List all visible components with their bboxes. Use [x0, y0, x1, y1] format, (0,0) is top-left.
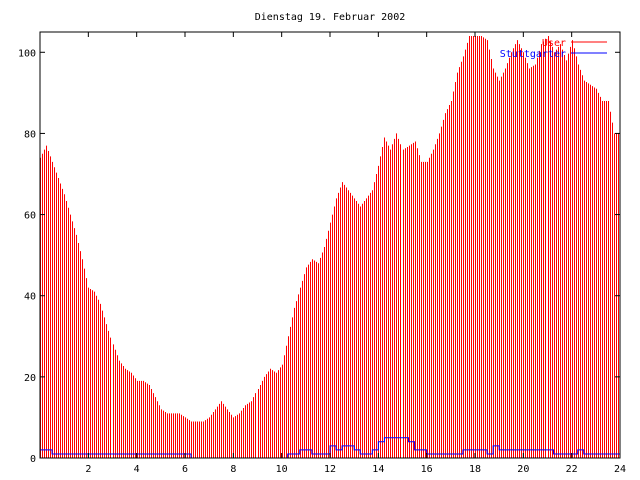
y-tick-label: 80	[24, 129, 36, 140]
x-tick-label: 12	[324, 464, 336, 475]
x-tick-label: 4	[134, 464, 140, 475]
legend-label-stuttgarter: Stuttgarter	[500, 49, 566, 60]
x-tick-label: 20	[517, 464, 529, 475]
x-tick-label: 22	[566, 464, 578, 475]
x-tick-label: 8	[230, 464, 236, 475]
y-tick-label: 20	[24, 373, 36, 384]
y-tick-label: 100	[18, 48, 36, 59]
x-tick-label: 16	[421, 464, 433, 475]
y-tick-label: 40	[24, 292, 36, 303]
y-tick-label: 0	[30, 454, 36, 465]
x-tick-label: 10	[276, 464, 288, 475]
legend: User Stuttgarter	[500, 38, 607, 60]
stuttgarter-line-layer	[40, 437, 620, 459]
x-tick-label: 24	[614, 464, 626, 475]
user-bars	[40, 36, 619, 458]
y-tick-label: 60	[24, 211, 36, 222]
stuttgarter-line	[40, 437, 620, 459]
chart-title: Dienstag 19. Februar 2002	[255, 12, 406, 23]
legend-label-user: User	[542, 38, 566, 49]
x-tick-label: 14	[372, 464, 384, 475]
x-tick-label: 6	[182, 464, 188, 475]
x-tick-label: 18	[469, 464, 481, 475]
x-tick-label: 2	[85, 464, 91, 475]
